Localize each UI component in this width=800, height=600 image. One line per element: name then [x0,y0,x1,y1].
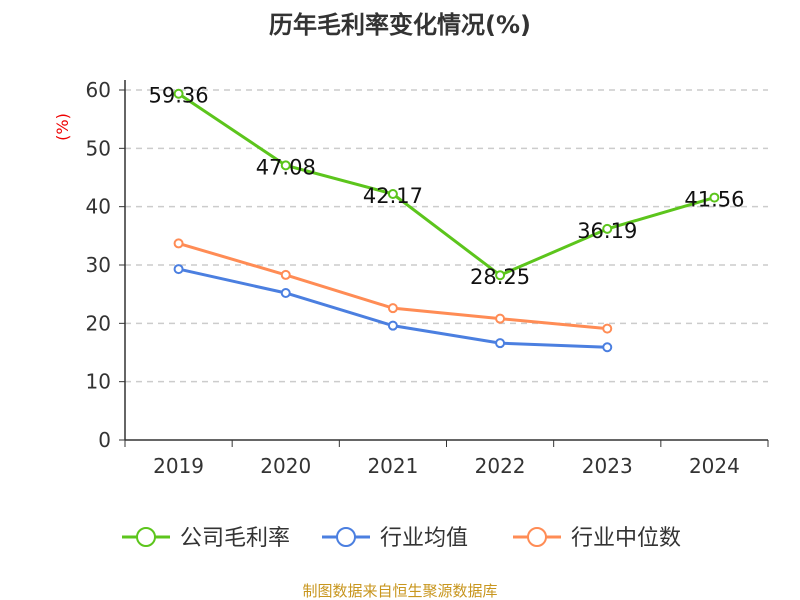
data-label: 59.36 [149,84,209,108]
data-point [280,269,291,280]
chart-title: 历年毛利率变化情况(%) [269,11,531,39]
data-point [173,264,184,275]
x-tick-label: 2022 [475,454,526,478]
data-point [709,192,720,203]
x-tick-label: 2023 [582,454,633,478]
data-point [280,160,291,171]
x-tick-label: 2020 [260,454,311,478]
x-tick-label: 2021 [367,454,418,478]
series-line [177,92,715,277]
data-point [387,303,398,314]
legend-label: 行业中位数 [571,526,681,551]
data-label: 42.17 [363,184,423,208]
y-tick-label: 30 [86,253,111,277]
data-point [495,313,506,324]
data-point [602,342,613,353]
y-tick-label: 20 [86,311,111,335]
y-tick-label: 60 [86,78,111,102]
legend-label: 行业均值 [380,526,468,551]
data-label: 28.25 [470,265,530,289]
x-tick-label: 2019 [153,454,204,478]
y-axis-label: (%) [53,113,72,141]
data-label: 36.19 [577,219,637,243]
footer-source: 制图数据来自恒生聚源数据库 [302,582,497,600]
data-point [495,338,506,349]
data-point [173,88,184,99]
data-label: 47.08 [256,155,316,179]
y-tick-label: 0 [98,428,111,452]
y-tick-label: 40 [86,195,111,219]
legend-marker-icon [527,527,547,547]
legend-marker-icon [336,527,356,547]
y-tick-label: 50 [86,136,111,160]
data-point [280,288,291,298]
data-point [602,223,613,234]
x-tick-label: 2024 [689,454,740,478]
data-point [602,323,613,334]
y-tick-label: 10 [86,370,111,394]
data-point [495,270,506,281]
data-point [387,320,398,331]
data-point [173,238,184,249]
data-label: 41.56 [684,188,744,212]
legend-label: 公司毛利率 [180,526,290,551]
data-point [387,189,398,200]
legend-marker-icon [136,527,156,547]
